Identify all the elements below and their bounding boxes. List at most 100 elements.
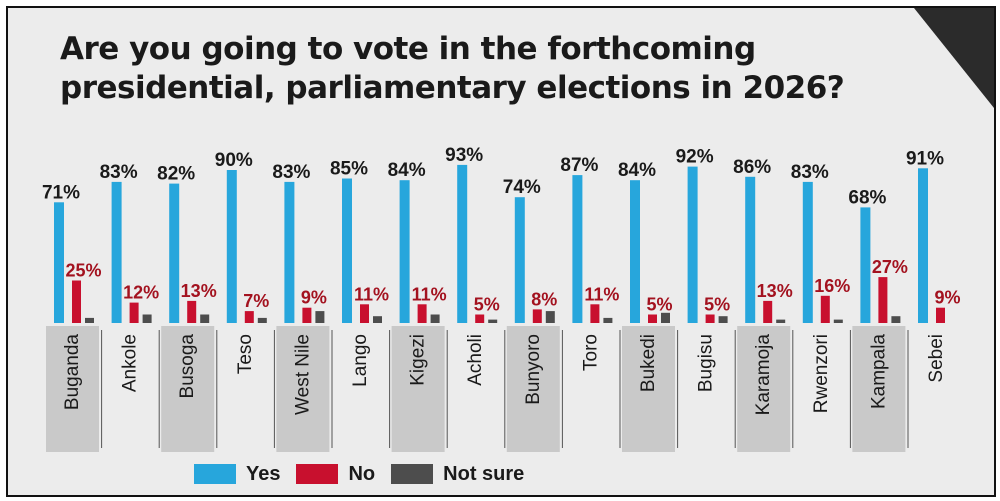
value-label-no-buganda: 25% — [65, 261, 101, 281]
bar-no-bunyoro — [532, 309, 542, 323]
bar-yes-kampala — [860, 207, 871, 323]
category-shade-busoga — [161, 326, 215, 452]
bar-yes-rwenzori — [802, 181, 813, 323]
value-label-no-bugisu: 5% — [704, 295, 730, 315]
bar-yes-west-nile — [284, 181, 295, 323]
legend-item-yes: Yes — [194, 463, 280, 486]
category-label-rwenzori: Rwenzori — [811, 334, 832, 413]
category-label-busoga: Busoga — [177, 334, 198, 399]
legend-swatch-yes — [194, 464, 236, 484]
legend-item-no: No — [296, 463, 375, 486]
bar-yes-ankole — [111, 181, 122, 323]
bar-not-sure-toro — [603, 317, 613, 323]
value-label-no-west-nile: 9% — [301, 288, 327, 308]
bar-chart: 71% 25% Buganda 83% 12% Ankole 82% 13% Busoga 90%… — [42, 145, 961, 452]
bar-no-kigezi — [417, 304, 427, 323]
bar-not-sure-bugisu — [718, 316, 728, 323]
category-shade-bukedi — [622, 326, 675, 452]
bar-no-teso — [244, 311, 254, 323]
bar-no-busoga — [187, 300, 197, 323]
chart-frame: Are you going to vote in the forthcoming… — [6, 6, 996, 497]
bar-not-sure-bukedi — [661, 312, 670, 323]
bar-not-sure-acholi — [488, 319, 498, 323]
category-shade-kampala — [852, 326, 906, 452]
value-label-yes-bunyoro: 74% — [503, 177, 541, 198]
bar-not-sure-ankole — [142, 314, 152, 323]
legend-label-yes: Yes — [246, 462, 281, 485]
value-label-no-toro: 11% — [584, 284, 619, 304]
bar-yes-busoga — [169, 183, 180, 323]
legend-label-not-sure: Not sure — [443, 462, 525, 485]
category-label-lango: Lango — [350, 334, 371, 387]
bar-yes-sebei — [918, 168, 928, 323]
bar-not-sure-kampala — [891, 316, 901, 323]
value-label-yes-acholi: 93% — [445, 145, 483, 166]
bar-no-lango — [360, 304, 369, 323]
category-shade-karamoja — [737, 326, 791, 452]
value-label-yes-west-nile: 83% — [272, 162, 310, 183]
bar-no-sebei — [936, 307, 945, 323]
value-label-no-lango: 11% — [354, 284, 389, 304]
bar-no-rwenzori — [820, 295, 830, 323]
category-label-kigezi: Kigezi — [408, 334, 429, 386]
value-label-yes-toro: 87% — [560, 155, 598, 176]
bar-yes-bukedi — [630, 180, 640, 323]
category-label-bugisu: Bugisu — [696, 334, 717, 392]
value-label-yes-ankole: 83% — [100, 162, 138, 183]
value-label-no-bunyoro: 8% — [531, 289, 557, 309]
bar-no-acholi — [475, 314, 485, 323]
category-shade-west-nile — [276, 326, 330, 452]
value-label-no-rwenzori: 16% — [814, 276, 850, 296]
category-label-kampala: Kampala — [868, 334, 889, 409]
bar-yes-karamoja — [745, 176, 756, 323]
legend-swatch-no — [296, 464, 339, 484]
value-label-yes-bukedi: 84% — [618, 160, 656, 181]
category-label-karamoja: Karamoja — [753, 334, 774, 416]
bar-not-sure-west-nile — [315, 311, 325, 323]
chart-title-line-1: Are you going to vote in the forthcoming — [60, 31, 756, 67]
bar-not-sure-lango — [373, 316, 382, 323]
bar-not-sure-busoga — [200, 314, 210, 323]
value-label-yes-bugisu: 92% — [676, 147, 714, 168]
bar-no-bugisu — [705, 314, 715, 323]
bar-yes-teso — [226, 170, 237, 323]
bar-not-sure-bunyoro — [545, 311, 555, 323]
value-label-yes-busoga: 82% — [157, 164, 195, 185]
value-label-yes-kampala: 68% — [848, 187, 886, 208]
bar-yes-lango — [342, 178, 352, 323]
bar-not-sure-kigezi — [430, 314, 440, 323]
legend-item-not-sure: Not sure — [391, 463, 524, 486]
bar-yes-bugisu — [687, 166, 698, 323]
legend: Yes No Not sure — [194, 462, 540, 486]
legend-label-no: No — [348, 462, 376, 485]
bar-no-toro — [590, 304, 600, 323]
category-label-west-nile: West Nile — [292, 334, 313, 415]
value-label-no-acholi: 5% — [474, 295, 500, 315]
chart-title-line-2: presidential, parliamentary elections in… — [60, 70, 845, 106]
bar-no-ankole — [129, 302, 139, 323]
category-label-buganda: Buganda — [62, 334, 83, 411]
bar-not-sure-rwenzori — [833, 319, 843, 323]
category-label-bunyoro: Bunyoro — [523, 334, 544, 405]
bar-no-kampala — [878, 277, 888, 323]
category-shade-buganda — [46, 326, 99, 452]
bar-yes-toro — [572, 175, 583, 323]
value-label-yes-karamoja: 86% — [733, 157, 771, 178]
value-label-no-karamoja: 13% — [757, 281, 793, 301]
bar-yes-buganda — [54, 202, 64, 323]
bar-no-karamoja — [763, 300, 773, 323]
category-label-toro: Toro — [580, 334, 601, 371]
corner-decoration — [914, 8, 994, 108]
value-label-yes-lango: 85% — [330, 159, 368, 180]
bar-not-sure-teso — [257, 317, 267, 323]
bar-no-buganda — [72, 280, 81, 323]
value-label-no-sebei: 9% — [934, 288, 960, 308]
value-label-no-teso: 7% — [243, 291, 269, 311]
value-label-yes-sebei: 91% — [906, 148, 944, 169]
category-label-bukedi: Bukedi — [638, 334, 659, 392]
bar-yes-acholi — [457, 164, 468, 323]
value-label-no-kampala: 27% — [872, 257, 908, 277]
legend-swatch-not-sure — [391, 464, 434, 484]
category-label-ankole: Ankole — [120, 334, 141, 392]
category-label-teso: Teso — [235, 334, 256, 374]
